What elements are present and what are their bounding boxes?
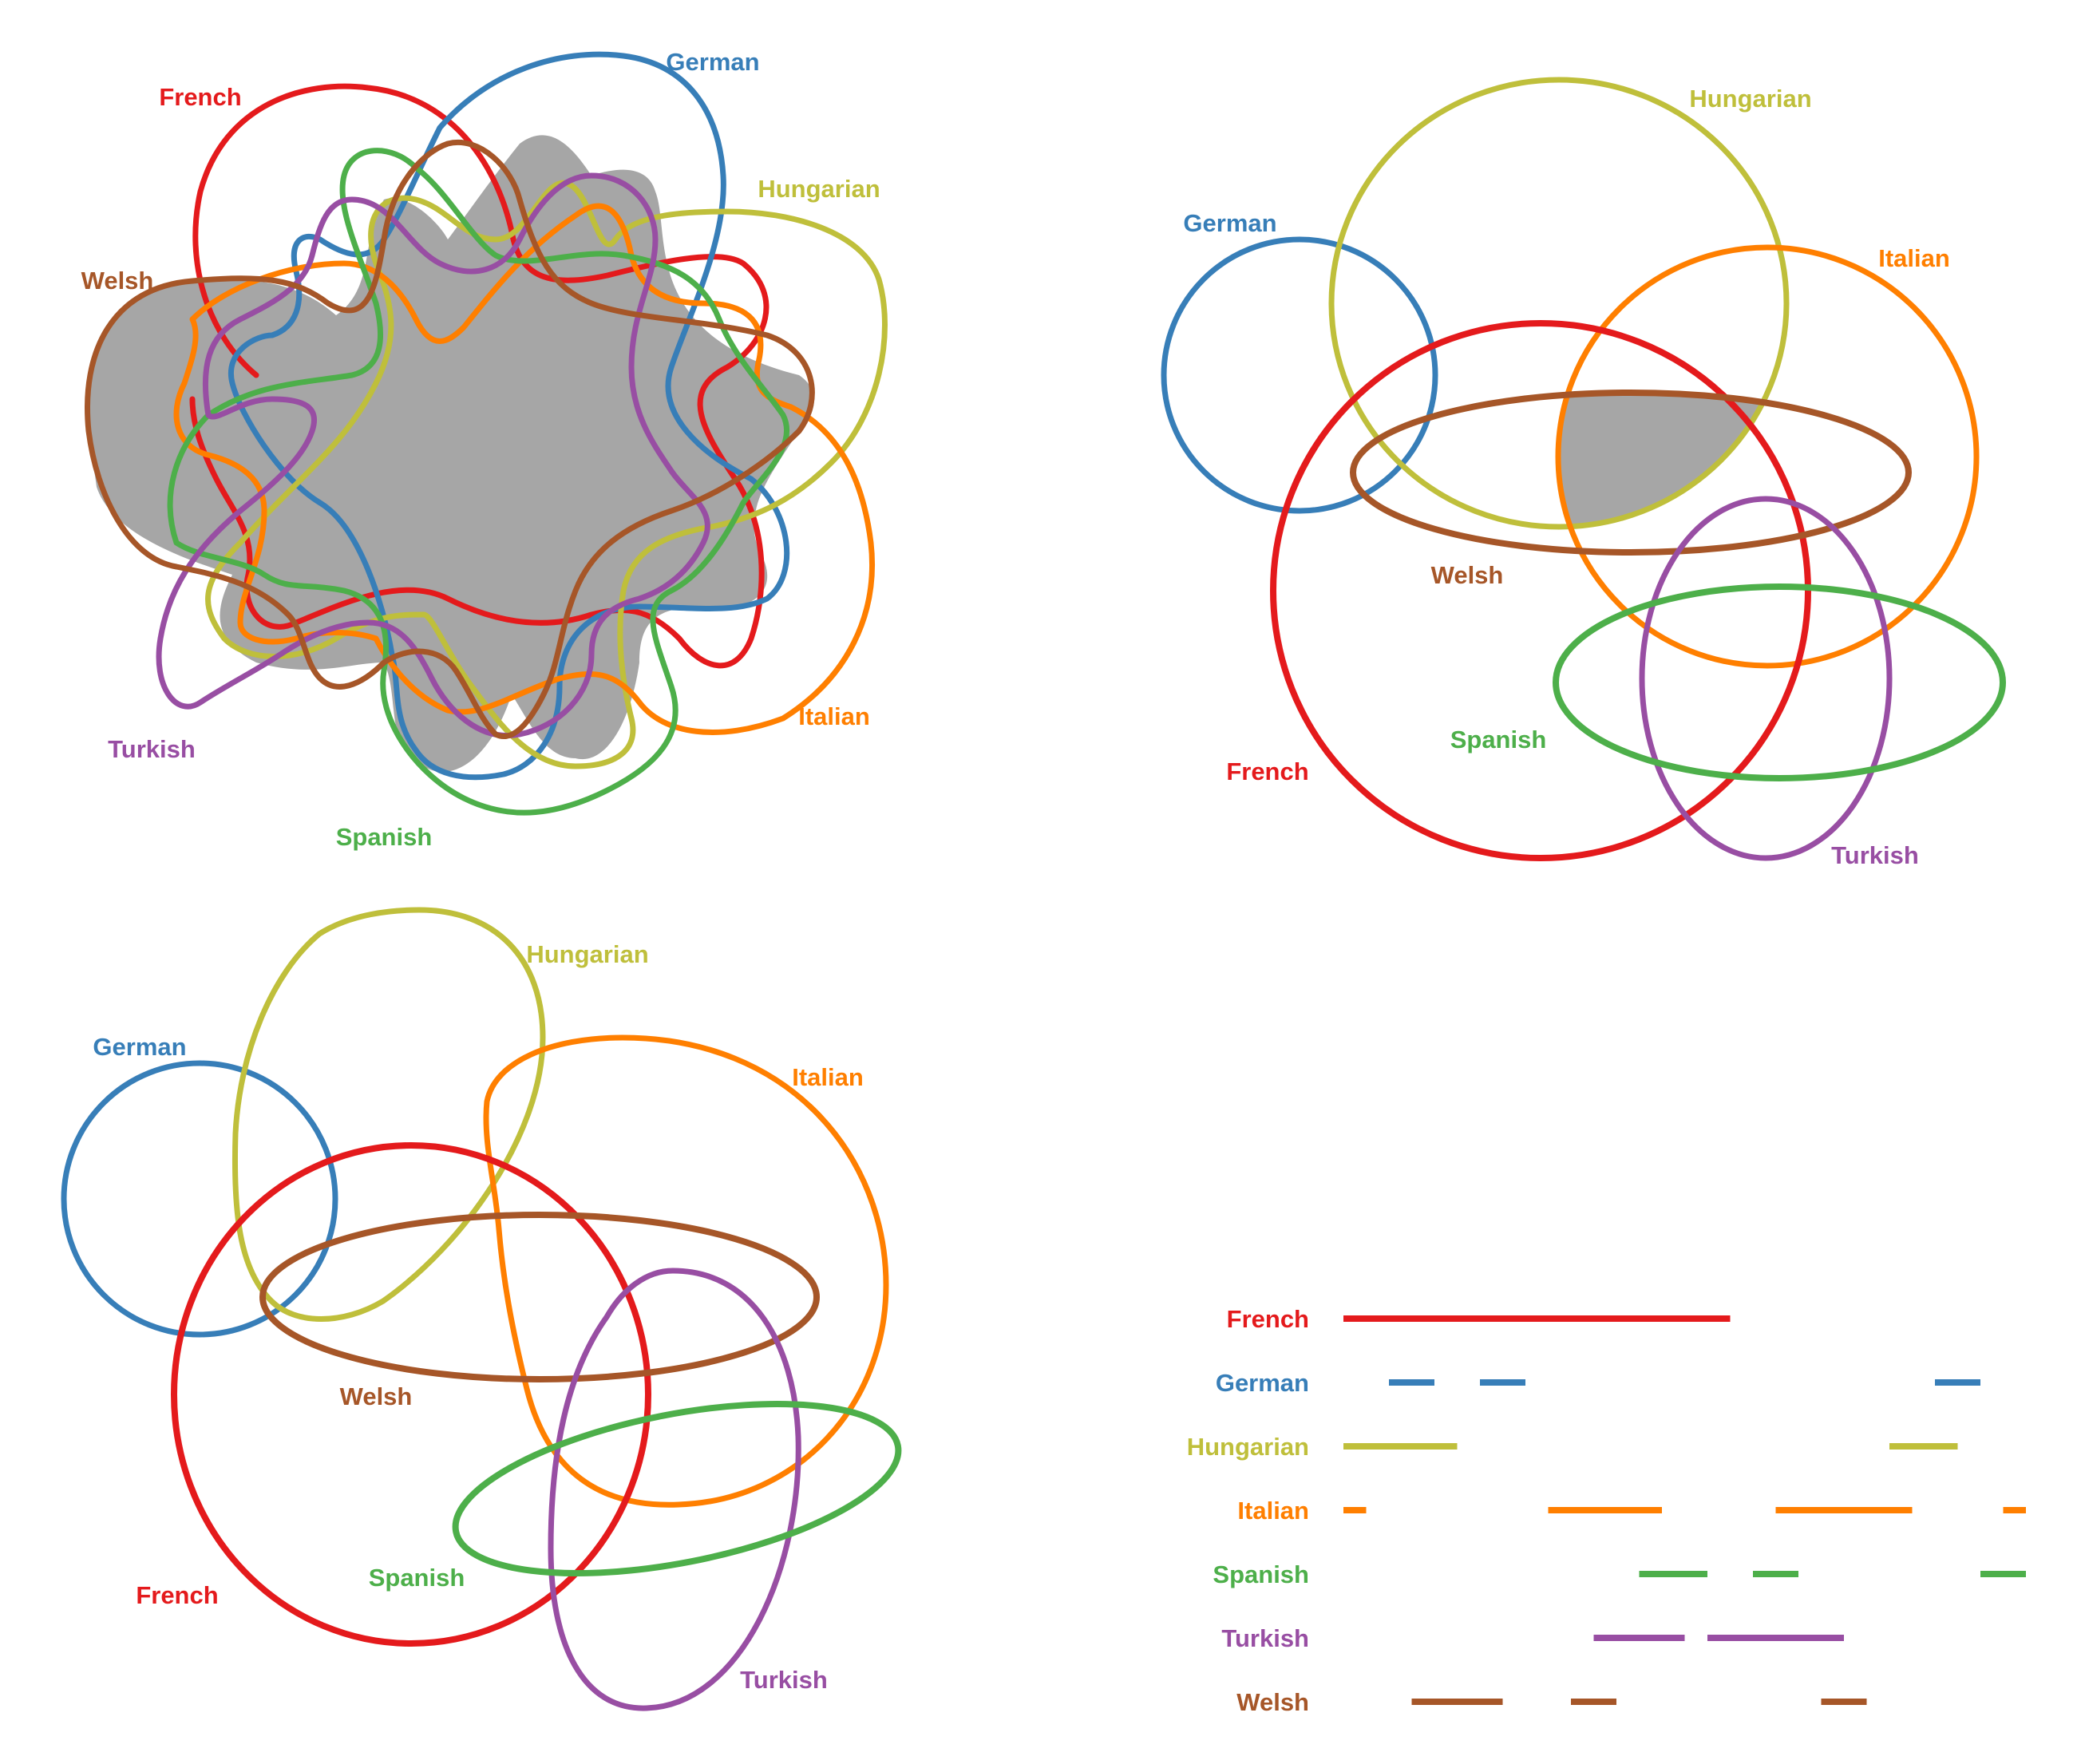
label-turkish: Turkish	[740, 1666, 828, 1694]
panel-symmetric-venn: French German Hungarian Welsh Italian Tu…	[81, 48, 888, 851]
spanish-ellipse	[1553, 583, 2006, 781]
hungarian-curve	[231, 907, 546, 1322]
label-french: French	[159, 83, 241, 111]
label-french: French	[1226, 757, 1308, 785]
hungarian-ellipse	[1328, 77, 1790, 530]
legend-label-turkish: Turkish	[1221, 1624, 1309, 1652]
french-ellipse	[171, 1142, 651, 1647]
turkish-ellipse	[1639, 496, 1893, 861]
label-german: German	[93, 1033, 186, 1061]
legend-label-hungarian: Hungarian	[1187, 1433, 1309, 1461]
label-welsh: Welsh	[81, 267, 154, 295]
spanish-curve	[167, 148, 790, 816]
label-italian: Italian	[1878, 244, 1950, 272]
turkish-curve	[548, 1268, 801, 1711]
label-german: German	[666, 48, 759, 76]
label-german: German	[1183, 209, 1276, 237]
label-french: French	[136, 1581, 218, 1609]
german-ellipse	[61, 1060, 338, 1338]
legend-label-italian: Italian	[1237, 1497, 1309, 1525]
german-ellipse	[1161, 236, 1438, 514]
label-spanish: Spanish	[336, 823, 433, 851]
label-spanish: Spanish	[369, 1564, 465, 1592]
panel-euler-ellipses: German Hungarian Italian Welsh Spanish F…	[1161, 77, 2006, 869]
label-turkish: Turkish	[1831, 841, 1919, 869]
italian-curve	[483, 1034, 889, 1508]
italian-ellipse	[1555, 244, 1980, 669]
label-hungarian: Hungarian	[1689, 85, 1811, 113]
legend-label-german: German	[1216, 1369, 1309, 1397]
spanish-ellipse	[452, 1401, 902, 1576]
label-spanish: Spanish	[1450, 726, 1547, 753]
label-hungarian: Hungarian	[526, 940, 648, 968]
german-curve	[227, 51, 790, 781]
panel-euler-free: German Hungarian Italian Welsh Spanish F…	[61, 907, 902, 1711]
panel-linear-diagram: French German Hungarian Italian Spanish Turki…	[1187, 1305, 2026, 1716]
legend-label-spanish: Spanish	[1213, 1560, 1309, 1588]
welsh-curve	[85, 140, 815, 739]
welsh-ellipse	[1350, 390, 1912, 556]
label-italian: Italian	[798, 702, 870, 730]
legend-label-french: French	[1227, 1305, 1309, 1333]
hungarian-curve	[205, 180, 888, 769]
label-italian: Italian	[792, 1063, 864, 1091]
label-welsh: Welsh	[340, 1382, 413, 1410]
label-welsh: Welsh	[1431, 561, 1504, 589]
label-hungarian: Hungarian	[758, 175, 880, 203]
welsh-ellipse	[259, 1212, 820, 1382]
french-ellipse	[1270, 320, 1811, 861]
turkish-curve	[156, 172, 710, 738]
legend-label-welsh: Welsh	[1236, 1688, 1309, 1716]
label-turkish: Turkish	[108, 735, 196, 763]
